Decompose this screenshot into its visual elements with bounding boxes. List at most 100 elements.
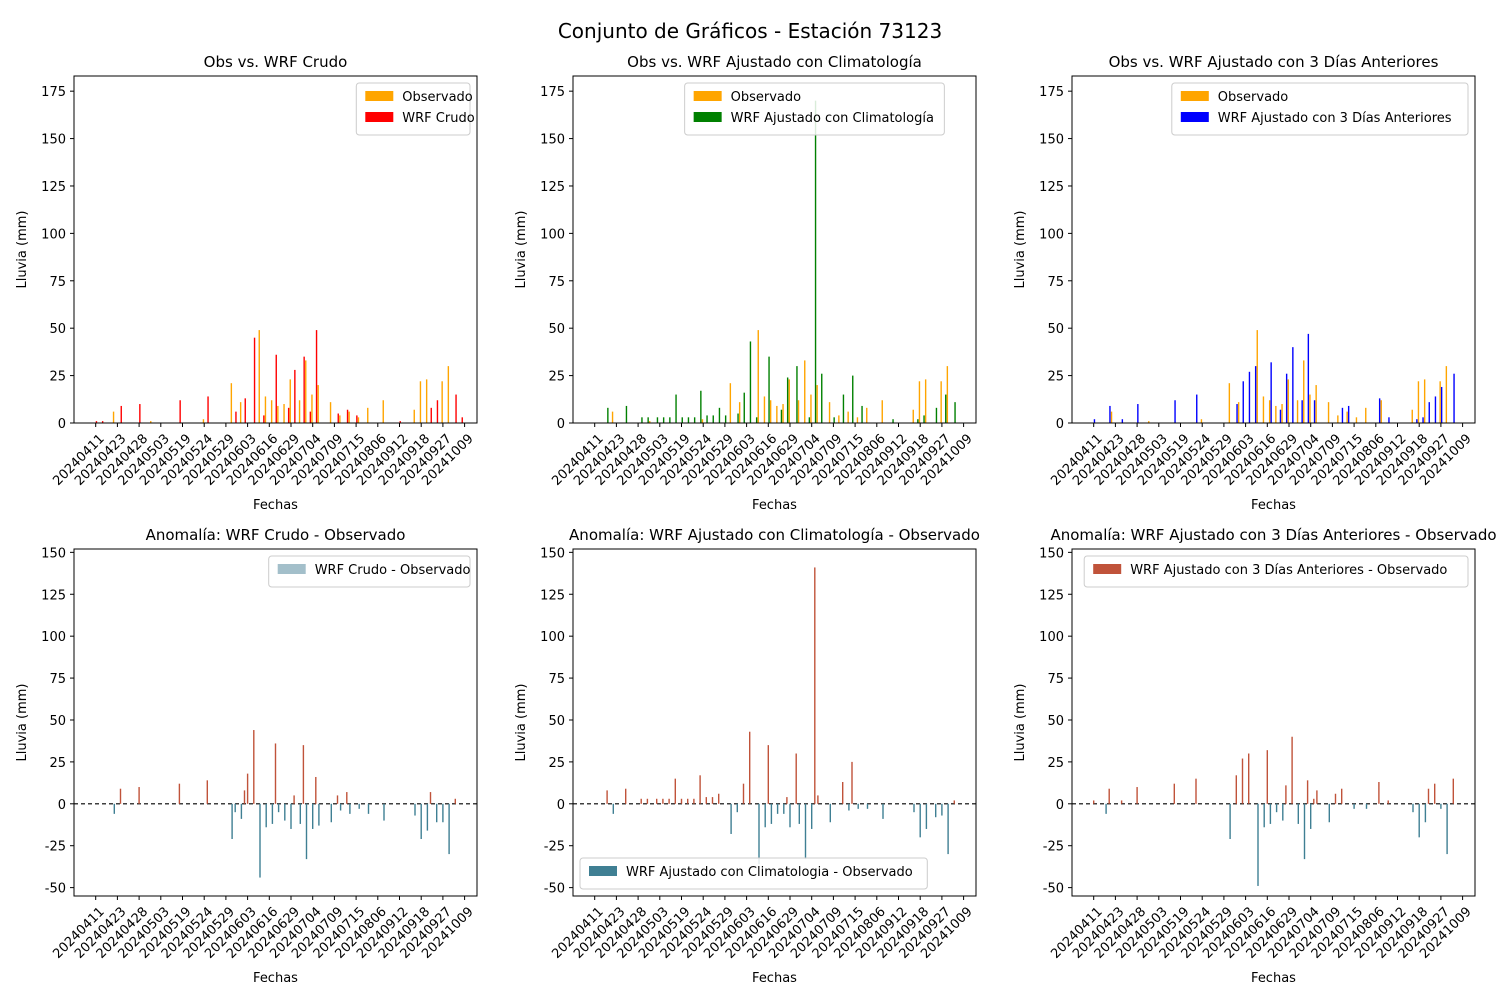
anomaly-bar — [1291, 736, 1293, 804]
legend-box — [268, 555, 471, 588]
bar-wrf_3dias — [1307, 333, 1310, 423]
bar-observado — [738, 402, 741, 423]
bar-wrf_3dias — [1174, 400, 1176, 423]
y-tick-label: 150 — [1039, 546, 1064, 561]
bar-wrf_crudo — [461, 417, 463, 423]
plot-area — [74, 549, 477, 896]
anomaly-bar — [699, 775, 701, 804]
anomaly-bar — [866, 803, 869, 809]
y-tick-label: 125 — [1039, 588, 1064, 603]
bar-wrf_crudo — [253, 337, 256, 423]
anomaly-bar — [953, 800, 955, 804]
bar-observado — [264, 396, 267, 423]
anomaly-bar — [271, 803, 274, 824]
anomaly-bar — [442, 803, 444, 823]
anomaly-bar — [814, 567, 816, 804]
anomaly-bar — [842, 782, 844, 804]
anomaly-bar — [1341, 788, 1343, 804]
bar-wrf_3dias — [1137, 404, 1139, 423]
bar-observado — [763, 396, 766, 423]
anomaly-bar — [1440, 803, 1442, 809]
anomaly-bar — [1266, 750, 1268, 804]
y-tick-label: 0 — [1056, 798, 1064, 813]
bar-observado — [317, 385, 319, 423]
bar-wrf_clima — [755, 417, 758, 423]
bar-wrf_3dias — [1279, 409, 1282, 423]
bar-wrf_clima — [647, 417, 649, 423]
bar-wrf_crudo — [337, 413, 339, 423]
bar-wrf_clima — [693, 417, 696, 423]
bar-wrf_clima — [675, 394, 677, 423]
bar-wrf_clima — [786, 377, 789, 423]
y-tick-label: 50 — [49, 322, 66, 337]
panel-title: Anomalía: WRF Crudo - Observado — [146, 526, 406, 544]
bar-wrf_clima — [917, 419, 919, 423]
bar-observado — [202, 419, 205, 423]
bar-observado — [305, 360, 307, 423]
bar-wrf_crudo — [287, 407, 290, 423]
bar-wrf_clima — [814, 100, 817, 424]
bar-observado — [1275, 405, 1277, 423]
anomaly-bar — [606, 790, 608, 804]
anomaly-bar — [318, 803, 320, 826]
y-tick-label: 25 — [1047, 756, 1064, 771]
anomaly-bar — [265, 803, 267, 828]
bar-observado — [277, 405, 279, 423]
anomaly-bar — [1105, 803, 1107, 814]
anomaly-bar — [367, 803, 370, 814]
anomaly-bar — [730, 803, 732, 834]
bar-wrf_crudo — [346, 409, 349, 423]
legend: WRF Ajustado con 3 Días Anteriores - Obs… — [1083, 555, 1469, 588]
anomaly-bar — [770, 803, 773, 824]
anomaly-bar — [259, 803, 261, 878]
legend-swatch — [693, 91, 722, 101]
bar-wrf_clima — [625, 405, 628, 423]
bar-wrf_crudo — [244, 398, 246, 423]
panel-title: Anomalía: WRF Ajustado con Climatología … — [569, 526, 980, 544]
anomaly-bar — [1365, 803, 1368, 809]
bar-observado — [847, 411, 849, 423]
y-tick-label: 50 — [49, 714, 66, 729]
bar-wrf_clima — [737, 413, 739, 423]
anomaly-bar — [705, 797, 707, 804]
bar-observado — [788, 379, 790, 423]
y-tick-label: 50 — [1047, 714, 1064, 729]
bar-wrf_3dias — [1301, 400, 1303, 423]
axes-frame — [73, 75, 478, 424]
panel-title: Obs vs. WRF Ajustado con Climatología — [627, 53, 922, 71]
anomaly-bar — [315, 776, 317, 804]
y-tick-label: -50 — [1043, 882, 1064, 897]
y-axis-label: Lluvia (mm) — [1013, 211, 1028, 289]
anomaly-bar — [330, 803, 332, 823]
anomaly-bar — [1282, 803, 1284, 821]
y-axis-label: Lluvia (mm) — [1013, 684, 1028, 762]
bar-wrf_clima — [681, 417, 683, 423]
bar-wrf_3dias — [1093, 419, 1096, 423]
bar-observado — [258, 330, 260, 423]
anomaly-bar — [848, 803, 850, 811]
bar-observado — [1337, 415, 1339, 423]
figure-title: Conjunto de Gráficos - Estación 73123 — [558, 19, 942, 43]
bar-wrf_clima — [768, 356, 770, 423]
anomaly-bar — [1378, 782, 1380, 804]
anomaly-bar — [1434, 783, 1436, 804]
bar-observado — [1268, 400, 1271, 423]
bar-wrf_clima — [687, 417, 690, 423]
anomaly-bar — [312, 803, 314, 829]
anomaly-bar — [1412, 803, 1414, 813]
bar-wrf_clima — [852, 375, 854, 423]
anomaly-bar — [1353, 803, 1355, 809]
legend: WRF Ajustado con Climatologia - Observad… — [579, 857, 928, 890]
y-tick-label: -25 — [544, 840, 565, 855]
bar-observado — [1148, 421, 1150, 423]
anomaly-bar — [913, 803, 915, 813]
bar-observado — [348, 411, 350, 423]
y-tick-label: -50 — [544, 882, 565, 897]
anomaly-bar — [429, 792, 432, 804]
bar-observado — [1110, 411, 1113, 423]
panel-1: Obs vs. WRF Crudo02550751001251501752024… — [15, 53, 478, 513]
bar-observado — [828, 402, 831, 423]
legend: Observado WRF Ajustado con 3 Días Anterio… — [1171, 82, 1469, 136]
anomaly-bar — [749, 731, 751, 804]
y-tick-label: 75 — [1047, 275, 1064, 290]
